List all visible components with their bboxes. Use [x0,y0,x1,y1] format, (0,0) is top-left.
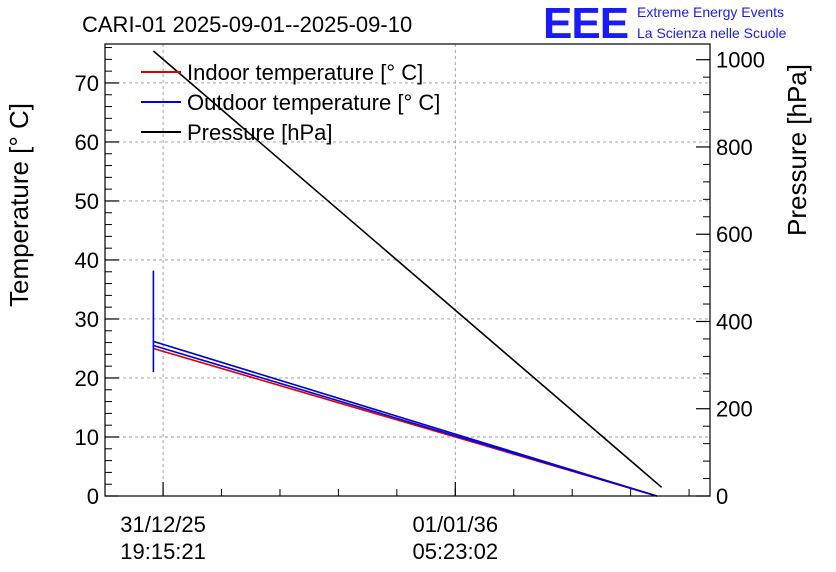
y2-tick-label: 600 [716,222,753,247]
y2-tick-label: 400 [716,309,753,334]
y-tick-label: 10 [75,425,99,450]
legend: Indoor temperature [° C] Outdoor temperat… [141,60,440,145]
x-tick-label: 01/01/36 [412,512,498,537]
legend-label-indoor: Indoor temperature [° C] [187,60,423,85]
eee-logo: EEE [543,0,629,48]
grid-lines [105,44,710,496]
y-tick-label: 60 [75,130,99,155]
plot-frame [104,43,711,497]
org-name: Extreme Energy Events [637,4,785,20]
series-outdoor-line [152,270,658,497]
org-tagline: La Scienza nelle Scuole [637,25,787,41]
series-pressure-line [152,50,663,488]
y2-axis-label: Pressure [hPa] [782,64,812,236]
legend-label-outdoor: Outdoor temperature [° C] [187,90,440,115]
y2-tick-label: 0 [716,484,728,509]
series-lines [152,50,663,497]
y-tick-label: 40 [75,248,99,273]
legend-label-pressure: Pressure [hPa] [187,120,333,145]
x-tick-label-time: 05:23:02 [412,539,498,564]
axes: 0 10 20 30 40 50 60 70 0 200 400 600 800 1000 31/12/25… [75,47,765,564]
y-tick-label: 50 [75,189,99,214]
y2-tick-label: 800 [716,135,753,160]
y-tick-label: 70 [75,71,99,96]
chart-title: CARI-01 2025-09-01--2025-09-10 [82,12,412,37]
y-tick-label: 30 [75,307,99,332]
x-tick-label: 31/12/25 [120,512,206,537]
x-tick-label-time: 19:15:21 [120,539,206,564]
y2-tick-label: 1000 [716,48,765,73]
y-axis-label: Temperature [° C] [4,103,34,307]
series-outdoor-line [153,344,658,497]
y-tick-label: 20 [75,366,99,391]
y2-tick-label: 200 [716,397,753,422]
y-tick-label: 0 [87,484,99,509]
